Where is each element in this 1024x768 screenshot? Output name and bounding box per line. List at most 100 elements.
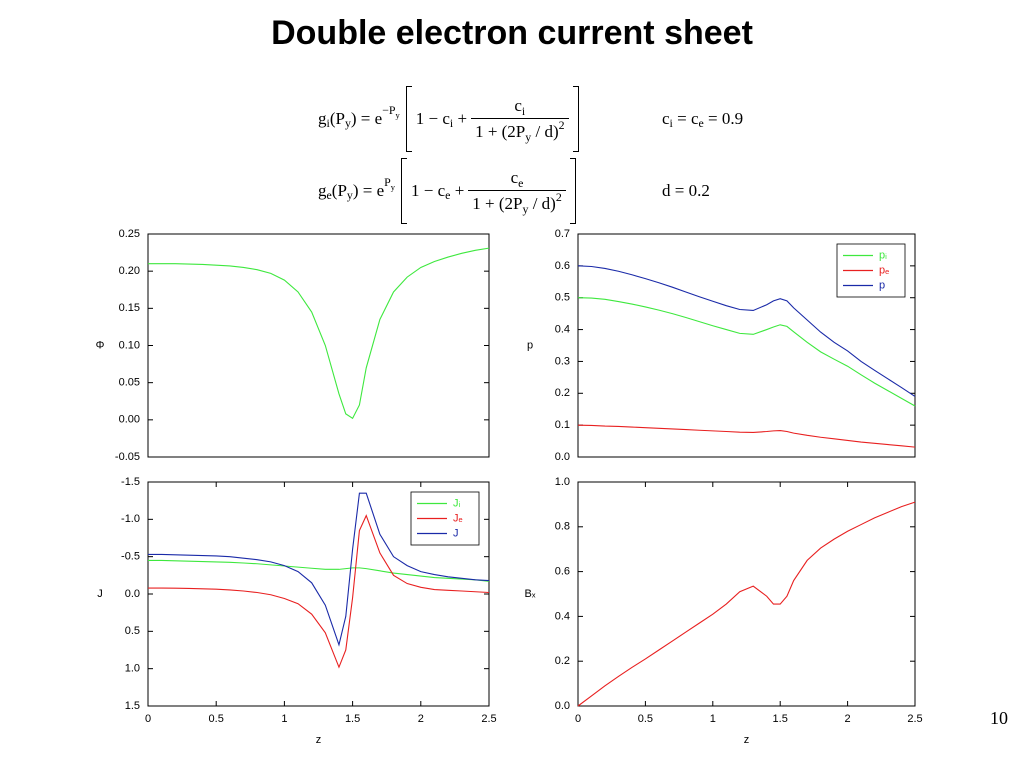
math-token: (P (331, 181, 347, 200)
math-token: 2 (558, 117, 565, 132)
y-tick-label: 0.00 (119, 414, 140, 426)
x-axis-label: z (744, 734, 750, 746)
math-token: + (453, 109, 468, 128)
denominator: 1 + (2Py / d)2 (468, 189, 566, 217)
math-token: (P (329, 109, 345, 128)
x-tick-label: 1.5 (345, 713, 360, 725)
math-token: e (326, 187, 332, 202)
y-tick-label: 0.0 (555, 700, 570, 712)
math-token: c (510, 168, 519, 187)
math-token: y (344, 115, 351, 130)
math-token: 2 (555, 189, 562, 204)
math-token: = 0.9 (703, 109, 744, 128)
y-tick-label: 0.05 (119, 377, 140, 389)
y-tick-label: -1.5 (121, 476, 140, 488)
math-token: d = 0.2 (662, 181, 710, 200)
x-tick-label: 1 (710, 713, 716, 725)
math-token: y (390, 181, 396, 192)
math-token: g (318, 181, 327, 200)
y-tick-label: 0.7 (555, 228, 570, 240)
math-token: e (445, 187, 451, 202)
math-token: + (450, 181, 465, 200)
y-tick-label: 0.5 (125, 625, 140, 637)
y-tick-label: 0.8 (555, 521, 570, 533)
x-tick-label: 0 (145, 713, 151, 725)
plot-frame (147, 233, 490, 458)
y-tick-label: 0.25 (119, 228, 140, 240)
data-line (148, 514, 490, 669)
y-tick-label: 0.20 (119, 265, 140, 277)
legend-label: pₑ (879, 264, 889, 276)
x-axis-label: z (316, 734, 322, 746)
x-tick-label: 2.5 (907, 713, 922, 725)
math-token: c (662, 109, 670, 128)
math-token: y (346, 187, 353, 202)
y-tick-label: 1.0 (125, 663, 140, 675)
page-number: 10 (990, 708, 1008, 728)
math-token: / d) (528, 194, 556, 213)
y-tick-label: 0.4 (555, 610, 570, 622)
x-tick-label: 0.5 (209, 713, 224, 725)
math-token: 1 − c (415, 109, 450, 128)
legend-label: Jᵢ (453, 497, 461, 509)
math-token: 1 + (2P (472, 194, 523, 213)
y-tick-label: 0.5 (555, 292, 570, 304)
y-axis-label: Φ (96, 339, 105, 351)
numerator: ce (505, 168, 530, 190)
math-token: P (384, 175, 391, 190)
y-tick-label: 0.4 (555, 323, 570, 335)
x-tick-label: 2 (845, 713, 851, 725)
y-tick-label: -0.05 (115, 451, 140, 463)
y-tick-label: 0.10 (119, 339, 140, 351)
x-tick-label: 2 (418, 713, 424, 725)
math-token: ) = e (350, 109, 383, 128)
x-tick-label: 2.5 (481, 713, 496, 725)
y-tick-label: -1.0 (121, 513, 140, 525)
data-line (577, 265, 916, 397)
y-axis-label: J (97, 588, 103, 600)
x-tick-label: 0 (575, 713, 581, 725)
bracket (569, 158, 576, 224)
bracket (405, 86, 412, 152)
math-token: = c (672, 109, 699, 128)
y-tick-label: 0.6 (555, 260, 570, 272)
math-token: i (326, 115, 330, 130)
data-line (148, 492, 490, 647)
math-token: y (525, 130, 532, 145)
legend-label: Jₑ (453, 512, 463, 524)
math-token: ) = e (352, 181, 385, 200)
math-token: g (318, 109, 327, 128)
bracket (572, 86, 579, 152)
x-tick-label: 1 (281, 713, 287, 725)
y-tick-label: 1.0 (555, 476, 570, 488)
math-token: i (521, 104, 526, 119)
y-tick-label: 0.0 (125, 588, 140, 600)
numerator: ci (508, 96, 531, 118)
y-tick-label: 0.3 (555, 355, 570, 367)
x-tick-label: 1.5 (773, 713, 788, 725)
denominator: 1 + (2Py / d)2 (471, 117, 569, 145)
y-tick-label: -0.5 (121, 551, 140, 563)
y-axis-label: Bₓ (525, 588, 536, 600)
y-tick-label: 1.5 (125, 700, 140, 712)
legend-label: J (453, 527, 459, 539)
y-tick-label: 0.0 (555, 451, 570, 463)
data-line (148, 559, 490, 582)
math-token: 1 + (2P (475, 122, 526, 141)
math-token: / d) (531, 122, 559, 141)
math-token: y (522, 202, 529, 217)
y-axis-label: p (527, 339, 533, 351)
math-token: e (518, 176, 524, 191)
math-token: e (698, 115, 704, 130)
plot-frame (577, 233, 916, 458)
x-tick-label: 0.5 (638, 713, 653, 725)
math-token: i (449, 115, 454, 130)
data-line (577, 501, 916, 707)
data-line (577, 424, 916, 448)
fraction: ci 1 + (2Py / d)2 (471, 96, 569, 145)
y-tick-label: 0.6 (555, 566, 570, 578)
